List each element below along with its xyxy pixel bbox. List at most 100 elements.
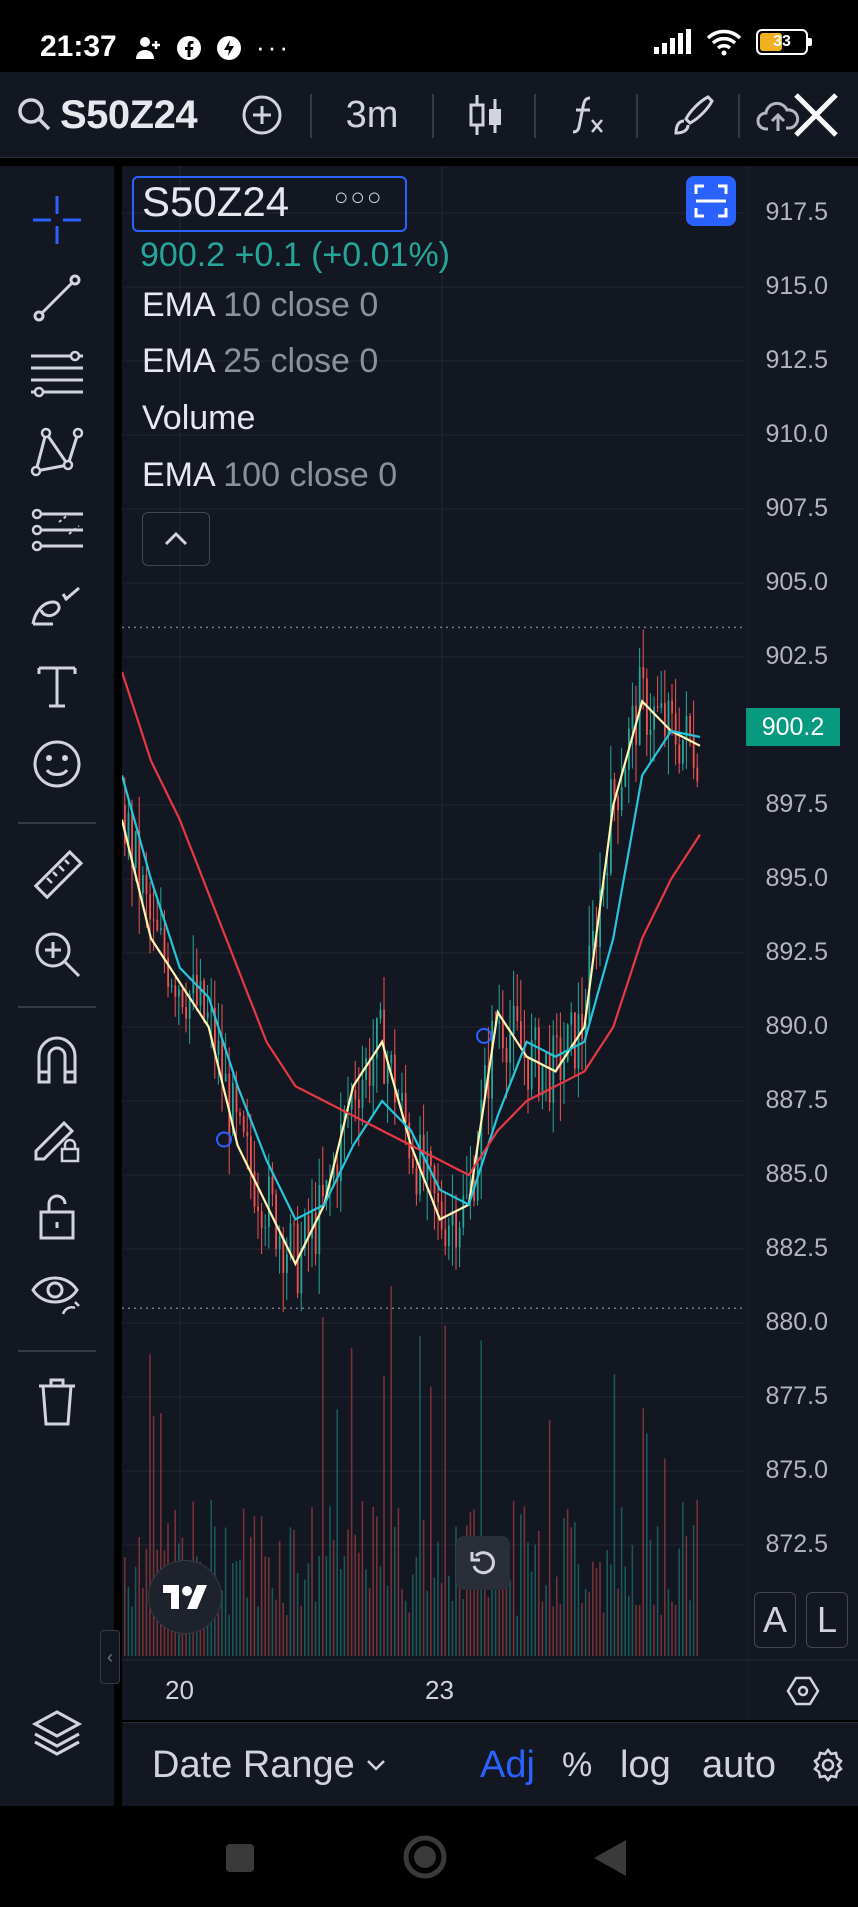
- adj-toggle[interactable]: Adj: [480, 1743, 535, 1786]
- candle-body: [685, 715, 688, 740]
- volume-bar: [386, 1585, 389, 1656]
- legend-ema-100[interactable]: EMA 100 close 0: [142, 456, 398, 494]
- volume-bar: [682, 1502, 684, 1656]
- pattern-tool[interactable]: [22, 422, 92, 482]
- text-tool[interactable]: [22, 656, 92, 716]
- volume-bar: [635, 1605, 637, 1656]
- measure-tool[interactable]: [22, 846, 92, 906]
- volume-bar: [368, 1588, 371, 1656]
- candle-body: [444, 1229, 447, 1247]
- candle-body: [451, 1211, 454, 1226]
- trend-line-tool[interactable]: [22, 268, 92, 328]
- candle-body: [149, 894, 151, 920]
- legend-volume[interactable]: Volume: [142, 399, 256, 437]
- recents-button[interactable]: [224, 1842, 256, 1879]
- collapse-toolbar-button[interactable]: ‹: [100, 1630, 120, 1684]
- more-dots-icon: ···: [256, 32, 291, 62]
- candle-body: [214, 1007, 216, 1055]
- volume-bar: [239, 1559, 241, 1656]
- magnet-tool[interactable]: [22, 1030, 92, 1090]
- drawing-style-button[interactable]: [660, 72, 724, 158]
- volume-bar: [588, 1591, 590, 1656]
- candle-body: [278, 1236, 281, 1250]
- price-axis-label: 895.0: [765, 864, 828, 892]
- lock-drawing-tool[interactable]: [22, 1108, 92, 1168]
- candle-body: [250, 1136, 252, 1172]
- reset-chart-button[interactable]: [456, 1536, 510, 1590]
- candle-body: [538, 1027, 540, 1096]
- remove-drawings-tool[interactable]: [22, 1372, 92, 1432]
- candle-body: [224, 1073, 227, 1082]
- legend-symbol-box[interactable]: [132, 176, 407, 232]
- candle-body: [584, 1022, 587, 1040]
- date-range-button[interactable]: Date Range: [152, 1723, 387, 1807]
- volume-bar: [660, 1615, 662, 1656]
- candle-body: [203, 980, 205, 1018]
- auto-toggle[interactable]: auto: [702, 1743, 776, 1786]
- pattern-icon: [30, 427, 84, 477]
- legend-ema-25[interactable]: EMA 25 close 0: [142, 342, 379, 380]
- volume-bar: [667, 1588, 670, 1656]
- candle-body: [577, 1013, 580, 1069]
- magnet-icon: [37, 1036, 77, 1084]
- volume-bar: [293, 1529, 295, 1656]
- volume-bar: [127, 1586, 130, 1656]
- volume-bar: [437, 1541, 439, 1656]
- chart-settings-button[interactable]: [810, 1723, 846, 1807]
- layers-icon: [31, 1710, 83, 1756]
- forecast-tool[interactable]: [22, 500, 92, 560]
- volume-bar: [631, 1545, 634, 1656]
- tool-divider: [18, 1006, 96, 1008]
- brush-tool[interactable]: [22, 576, 92, 636]
- crosshair-tool[interactable]: [22, 190, 92, 250]
- candle-body: [271, 1176, 274, 1195]
- auto-scale-button[interactable]: A: [754, 1592, 796, 1648]
- cloud-save-button[interactable]: [756, 72, 800, 158]
- back-button[interactable]: [592, 1838, 628, 1883]
- legend-ema-10[interactable]: EMA 10 close 0: [142, 286, 379, 324]
- home-button[interactable]: [402, 1834, 448, 1885]
- volume-bar: [545, 1585, 547, 1656]
- search-icon: [18, 98, 51, 131]
- chart-pane[interactable]: [122, 166, 858, 1720]
- object-tree-tool[interactable]: [22, 1702, 92, 1762]
- fullscreen-button[interactable]: [686, 176, 736, 226]
- volume-bar: [566, 1509, 569, 1656]
- time-axis-settings-button[interactable]: [786, 1674, 820, 1713]
- facebook-icon: [177, 35, 201, 60]
- log-scale-button[interactable]: L: [806, 1592, 848, 1648]
- volume-bar: [523, 1506, 526, 1656]
- candle-body: [307, 1215, 310, 1239]
- candle-body: [386, 1062, 389, 1084]
- candle-body: [649, 729, 652, 735]
- candle-body: [512, 1005, 515, 1035]
- crosshair-icon: [33, 196, 81, 244]
- legend-collapse-button[interactable]: [142, 512, 210, 566]
- cloud-upload-icon: [756, 101, 800, 131]
- close-button[interactable]: [784, 72, 848, 158]
- candle-body: [358, 1099, 360, 1109]
- percent-toggle[interactable]: %: [562, 1745, 593, 1784]
- current-price-label: 900.2: [746, 708, 840, 746]
- log-toggle[interactable]: log: [620, 1743, 671, 1786]
- fib-tool[interactable]: [22, 344, 92, 404]
- candle-body: [160, 928, 162, 931]
- volume-bar: [224, 1527, 227, 1656]
- chart-type-button[interactable]: [456, 72, 516, 158]
- status-time: 21:37: [40, 30, 117, 63]
- legend-more-icon[interactable]: ○○○: [334, 184, 384, 211]
- candle-body: [516, 1005, 519, 1022]
- volume-bar: [610, 1564, 612, 1656]
- emoji-tool[interactable]: [22, 734, 92, 794]
- candle-body: [145, 874, 148, 895]
- candle-body: [581, 1013, 583, 1040]
- indicators-button[interactable]: [556, 72, 620, 158]
- timeframe-button[interactable]: 3m: [326, 72, 418, 158]
- lock-all-tool[interactable]: [22, 1186, 92, 1246]
- volume-bar: [674, 1604, 677, 1656]
- hide-drawings-tool[interactable]: [22, 1264, 92, 1324]
- volume-bar: [484, 1551, 486, 1656]
- zoom-tool[interactable]: [22, 924, 92, 984]
- symbol-search-button[interactable]: S50Z24: [16, 72, 200, 158]
- compare-button[interactable]: [234, 72, 290, 158]
